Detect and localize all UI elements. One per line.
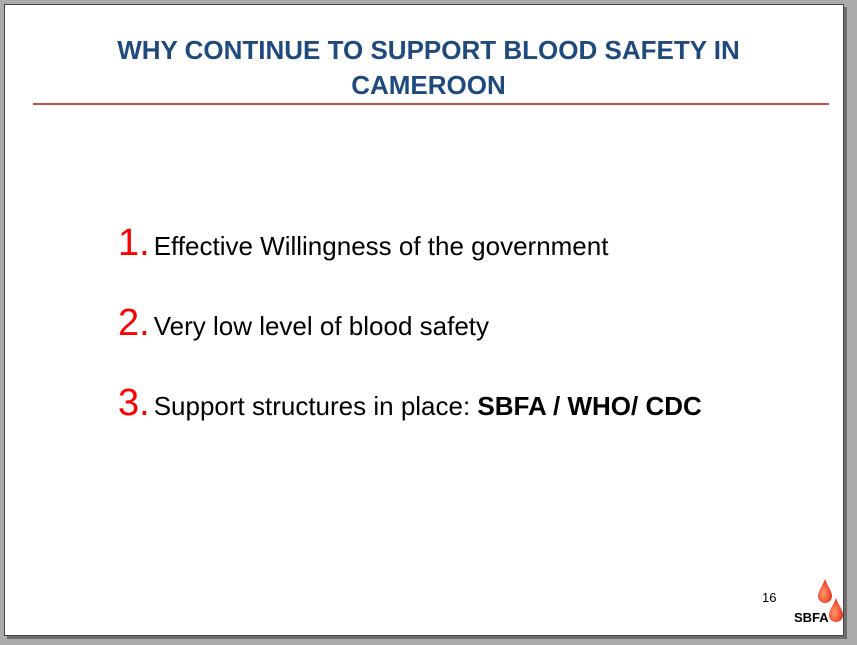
title-divider bbox=[33, 103, 829, 105]
list-item: 3. Support structures in place: SBFA / WH… bbox=[118, 382, 702, 425]
item-number: 1. bbox=[118, 222, 150, 264]
slide-title: WHY CONTINUE TO SUPPORT BLOOD SAFETY IN … bbox=[0, 33, 857, 103]
item-bold-text: SBFA / WHO/ CDC bbox=[477, 391, 702, 421]
item-text: Support structures in place: bbox=[153, 391, 478, 421]
item-text: Effective Willingness of the government bbox=[153, 231, 609, 261]
list-item: 1. Effective Willingness of the governmen… bbox=[118, 222, 608, 265]
title-line-2: CAMEROON bbox=[351, 70, 506, 100]
page-number: 16 bbox=[762, 590, 777, 605]
title-line-1: WHY CONTINUE TO SUPPORT BLOOD SAFETY IN bbox=[117, 35, 740, 65]
sbfa-logo: SBFA bbox=[794, 578, 844, 628]
logo-text: SBFA bbox=[794, 610, 829, 625]
item-number: 2. bbox=[118, 302, 150, 344]
list-item: 2. Very low level of blood safety bbox=[118, 302, 489, 345]
item-number: 3. bbox=[118, 382, 150, 424]
slide-page bbox=[4, 4, 844, 636]
blood-drop-icon bbox=[818, 579, 843, 622]
item-text: Very low level of blood safety bbox=[153, 311, 489, 341]
